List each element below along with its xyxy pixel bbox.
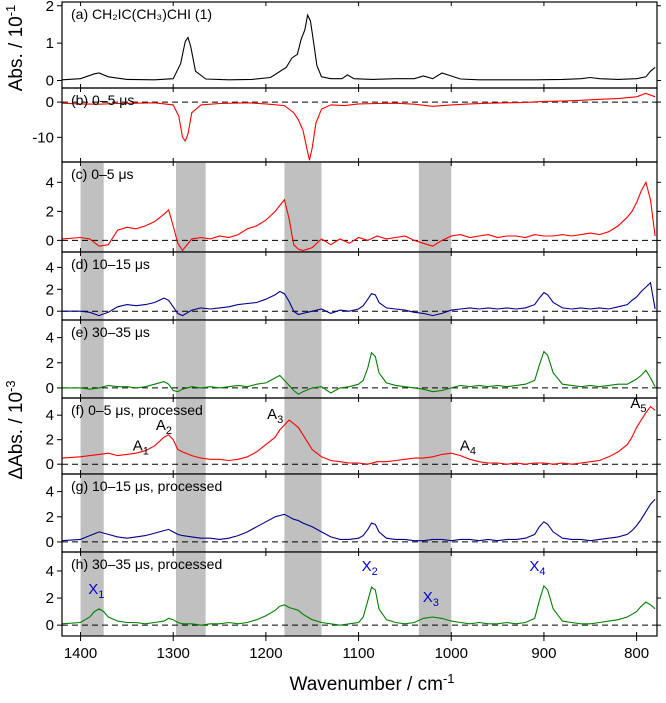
y-tick-label: 0 (46, 303, 54, 320)
y-axis-title-absorbance-superscript: -1 (3, 5, 18, 17)
panel-f: 0 2 4 (f) 0–5 μs, processed (46, 397, 661, 475)
x-tick-label: 1400 (64, 645, 97, 662)
shaded-band (284, 398, 322, 474)
y-tick-label: 4 (46, 563, 54, 580)
peak-annotation: A4 (460, 438, 476, 458)
x-tick-label: 1100 (342, 645, 374, 662)
shaded-band (80, 552, 104, 636)
shaded-band (80, 320, 104, 398)
y-tick-label: 0 (46, 380, 54, 397)
series-line-b (61, 92, 656, 161)
series-line-h (61, 584, 656, 626)
y-tick-label: 1 (46, 35, 54, 52)
peak-annotation: A5 (630, 395, 646, 415)
y-tick-label: 2 (46, 590, 54, 607)
panel-label-b: (b) 0–5 μs (71, 92, 134, 108)
panel-label-h: (h) 30–35 μs, processed (71, 556, 222, 572)
peak-annotation: X2 (362, 558, 378, 578)
series-line-d (62, 281, 656, 317)
x-tick-label: 1000 (435, 645, 468, 662)
panel-label-g: (g) 10–15 μs, processed (71, 478, 222, 494)
peak-annotation: X1 (88, 581, 104, 601)
panel-c: 0 2 4 (c) 0–5 μs (46, 161, 661, 253)
y-tick-label: 4 (46, 174, 54, 191)
panel-g: 0 2 4 (g) 10–15 μs, processed (46, 473, 661, 553)
panel-label-e: (e) 30–35 μs (71, 324, 150, 340)
y-tick-label: 2 (46, 355, 54, 372)
shaded-band (175, 162, 206, 252)
y-tick-label: 4 (46, 484, 54, 501)
x-axis-title: Wavenumber / cm-1 (289, 671, 454, 695)
x-tick-label: 1300 (157, 645, 190, 662)
y-tick-label: 4 (46, 407, 54, 424)
shaded-band (175, 320, 206, 398)
shaded-band (418, 162, 452, 252)
shaded-band (284, 474, 322, 552)
y-tick-label: 2 (46, 432, 54, 449)
shaded-band (284, 320, 322, 398)
y-tick-label: 4 (46, 330, 54, 347)
panel-h: 0 2 4 (h) 30–35 μs, processed (46, 551, 661, 637)
y-tick-label: 2 (46, 203, 54, 220)
shaded-band (175, 552, 206, 636)
series-line-c (61, 180, 656, 252)
panel-label-f: (f) 0–5 μs, processed (71, 402, 203, 418)
shaded-band (284, 252, 322, 320)
x-axis-title-superscript: -1 (443, 671, 455, 686)
shaded-band (175, 474, 206, 552)
x-tick-label: 900 (531, 645, 556, 662)
shaded-band (418, 320, 452, 398)
shaded-band (175, 252, 206, 320)
peak-annotation: X4 (529, 558, 545, 578)
panel-label-a: (a) CH₂IC(CH₃)CHI (1) (71, 6, 212, 22)
x-tick-label: 1200 (249, 645, 282, 662)
shaded-band (175, 398, 206, 474)
y-tick-label: 2 (46, 281, 54, 298)
series-line-g (61, 498, 656, 542)
shaded-band (418, 252, 452, 320)
y-tick-label: 0 (46, 73, 54, 90)
shaded-band (418, 552, 452, 636)
series-line-e (62, 350, 656, 395)
y-tick-label: 0 (46, 94, 54, 111)
y-tick-label: 0 (46, 456, 54, 473)
panel-label-c: (c) 0–5 μs (71, 166, 134, 182)
panel-frame (61, 551, 658, 637)
panel-frame (61, 251, 658, 321)
peak-annotation: A1 (133, 438, 149, 458)
y-tick-label: 4 (46, 259, 54, 276)
x-tick-label: 800 (624, 645, 649, 662)
panel-frame (61, 319, 658, 399)
series-line-a (61, 13, 656, 81)
y-axis-title-delta-absorbance: ΔAbs. / 10-3 (3, 380, 27, 479)
y-axis-title-delta-absorbance-superscript: -3 (3, 380, 18, 392)
panel-d: 0 2 4 (d) 10–15 μs (46, 251, 661, 321)
shaded-band (80, 252, 104, 320)
panel-frame (61, 87, 658, 163)
y-tick-label: 0 (46, 232, 54, 249)
panel-label-d: (d) 10–15 μs (71, 256, 150, 272)
peak-annotation: X3 (423, 589, 439, 609)
y-axis-title-absorbance: Abs. / 10-1 (3, 5, 27, 92)
panel-e: 0 2 4 (e) 30–35 μs (46, 319, 661, 399)
shaded-band (284, 552, 322, 636)
y-tick-label: 2 (46, 509, 54, 526)
y-tick-label: 0 (46, 617, 54, 634)
plot-area: 0 1 2 (a) CH₂IC(CH₃)CHI (1) 0 -10 (b) 0–5 μs 0 2… (32, 0, 661, 662)
panel-b: 0 -10 (b) 0–5 μs (32, 87, 661, 163)
shaded-band (418, 398, 452, 474)
shaded-band (284, 162, 322, 252)
axis-titles: Wavenumber / cm-1 Abs. / 10-1 ΔAbs. / 10… (3, 5, 455, 695)
panel-a: 0 1 2 (a) CH₂IC(CH₃)CHI (1) (46, 0, 661, 90)
y-tick-label: -10 (32, 129, 54, 146)
y-tick-label: 2 (46, 0, 54, 15)
panel-frame (61, 161, 658, 253)
shaded-band (80, 162, 104, 252)
series-line-f (61, 405, 656, 465)
y-tick-label: 0 (46, 534, 54, 551)
peak-annotation: A2 (156, 417, 172, 437)
peak-annotation: A3 (267, 406, 283, 426)
